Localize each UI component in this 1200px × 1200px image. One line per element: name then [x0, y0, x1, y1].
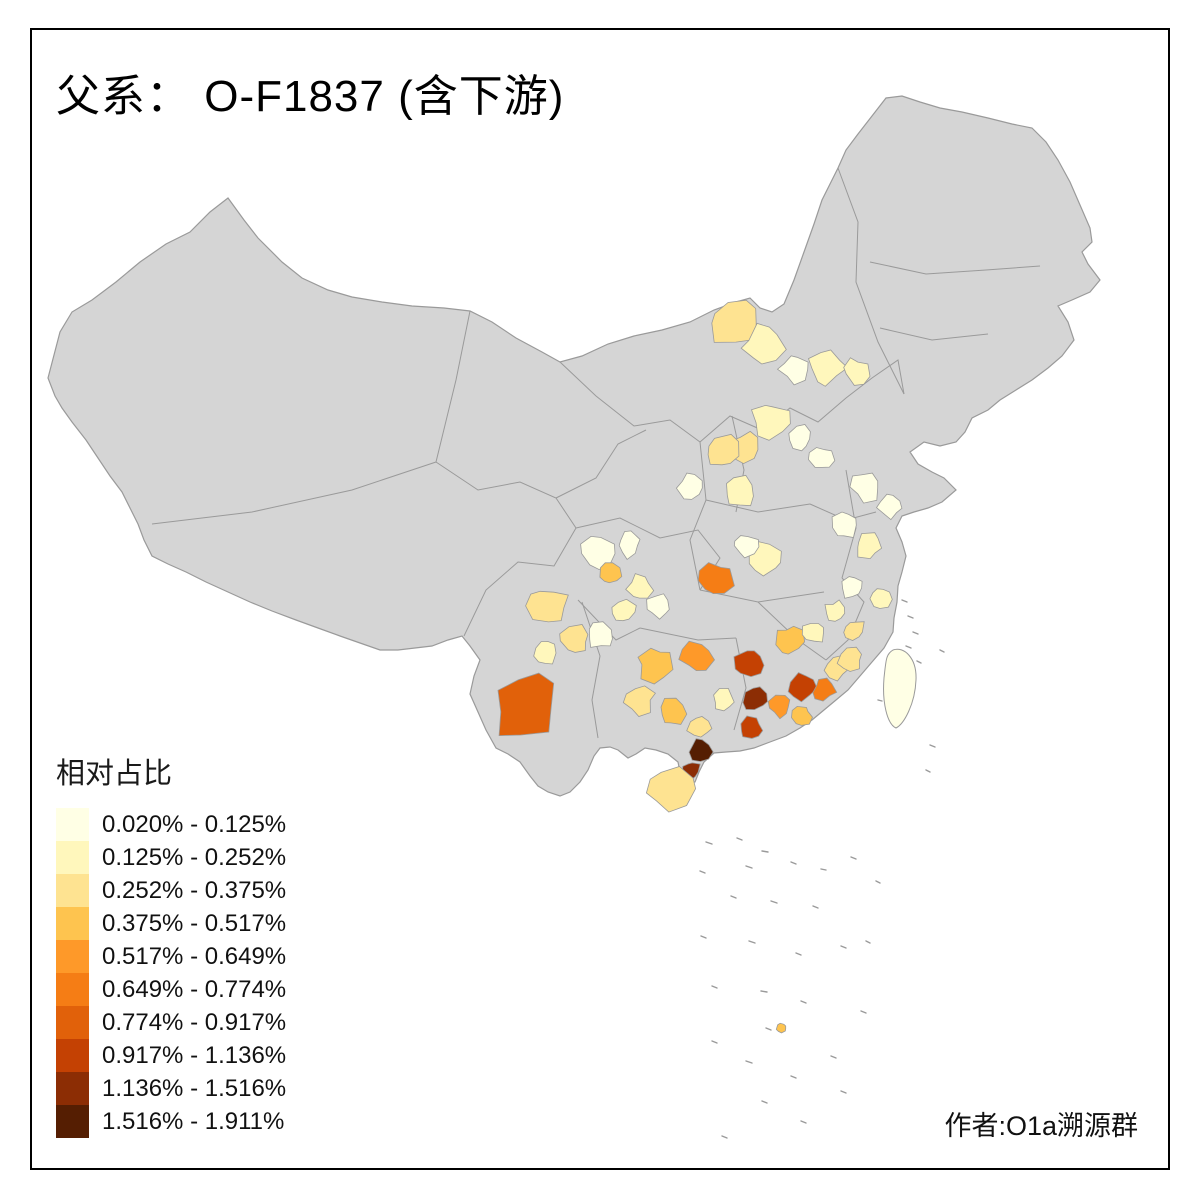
map-region	[836, 646, 862, 672]
map-region	[711, 299, 757, 343]
legend-swatch	[56, 874, 89, 907]
map-region	[742, 686, 768, 711]
legend-label: 0.020% - 0.125%	[102, 810, 287, 838]
legend-item: 0.774% - 0.917%	[56, 1006, 286, 1039]
colored-regions	[497, 299, 903, 1034]
legend-items: 0.020% - 0.125% 0.125% - 0.252% 0.252% -…	[56, 808, 286, 1138]
legend-swatch	[56, 1006, 89, 1039]
map-region	[697, 562, 735, 595]
map-region	[686, 716, 713, 738]
map-region	[767, 694, 791, 720]
attribution-text: 作者:O1a溯源群	[944, 1111, 1138, 1141]
map-region	[740, 715, 764, 739]
legend-swatch	[56, 808, 89, 841]
map-region	[559, 624, 589, 653]
map-region	[812, 677, 838, 702]
legend-label: 0.125% - 0.252%	[102, 843, 287, 871]
legend-item: 1.516% - 1.911%	[56, 1105, 286, 1138]
hainan-island-region	[645, 766, 697, 813]
legend-label: 0.252% - 0.375%	[102, 876, 287, 904]
legend: 相对占比 0.020% - 0.125% 0.125% - 0.252% 0.2…	[56, 750, 286, 1138]
map-region	[740, 322, 787, 365]
legend-swatch	[56, 1039, 89, 1072]
legend-label: 0.917% - 1.136%	[102, 1041, 287, 1069]
map-region	[611, 598, 637, 622]
mainland-china-shape	[47, 95, 1101, 797]
map-region	[678, 640, 715, 672]
legend-item: 0.917% - 1.136%	[56, 1039, 286, 1072]
taiwan-island-shape	[883, 648, 917, 729]
map-region	[588, 621, 613, 648]
legend-item: 0.020% - 0.125%	[56, 808, 286, 841]
legend-label: 0.774% - 0.917%	[102, 1008, 287, 1036]
legend-label: 0.375% - 0.517%	[102, 909, 287, 937]
map-region	[787, 672, 818, 703]
map-region	[843, 621, 865, 641]
legend-swatch	[56, 841, 89, 874]
legend-label: 1.516% - 1.911%	[102, 1107, 285, 1135]
legend-swatch	[56, 973, 89, 1006]
map-region	[841, 576, 863, 599]
map-region	[788, 424, 811, 452]
map-region	[831, 511, 857, 538]
small-islands	[699, 599, 945, 1139]
map-region	[791, 705, 813, 726]
map-region	[750, 404, 791, 441]
map-region	[824, 599, 846, 622]
map-region	[808, 349, 849, 387]
map-region	[713, 687, 735, 712]
map-region	[726, 474, 754, 507]
legend-label: 0.649% - 0.774%	[102, 975, 287, 1003]
page-title: 父系： O-F1837 (含下游)	[56, 72, 565, 121]
sansha-islet-region	[775, 1022, 787, 1034]
map-region	[625, 573, 655, 599]
legend-item: 0.252% - 0.375%	[56, 874, 286, 907]
legend-swatch	[56, 907, 89, 940]
map-region	[525, 590, 569, 623]
legend-swatch	[56, 940, 89, 973]
map-region	[843, 357, 871, 386]
map-region	[533, 640, 557, 665]
map-region	[849, 472, 879, 504]
map-region	[660, 697, 688, 725]
legend-label: 1.136% - 1.516%	[102, 1074, 287, 1102]
map-region	[622, 685, 656, 717]
legend-item: 0.517% - 0.649%	[56, 940, 286, 973]
map-region	[707, 433, 740, 466]
map-region	[675, 472, 703, 500]
map-region	[775, 625, 806, 655]
map-region	[637, 647, 674, 685]
legend-item: 0.125% - 0.252%	[56, 841, 286, 874]
map-region	[733, 650, 765, 678]
legend-item: 0.375% - 0.517%	[56, 907, 286, 940]
map-region	[776, 355, 809, 386]
plot-frame	[30, 28, 1170, 1170]
legend-item: 1.136% - 1.516%	[56, 1072, 286, 1105]
map-region	[801, 623, 824, 643]
map-region	[688, 738, 714, 762]
map-region	[869, 588, 893, 609]
legend-swatch	[56, 1105, 89, 1138]
legend-title: 相对占比	[56, 758, 173, 790]
map-region	[497, 672, 555, 737]
map-region	[733, 535, 760, 559]
map-region	[599, 562, 623, 584]
map-region	[618, 530, 641, 560]
map-region	[875, 493, 903, 521]
legend-label: 0.517% - 0.649%	[102, 942, 287, 970]
map-region	[857, 532, 883, 560]
map-region	[748, 541, 782, 577]
map-region	[807, 447, 836, 468]
map-region	[646, 593, 670, 620]
legend-swatch	[56, 1072, 89, 1105]
legend-item: 0.649% - 0.774%	[56, 973, 286, 1006]
